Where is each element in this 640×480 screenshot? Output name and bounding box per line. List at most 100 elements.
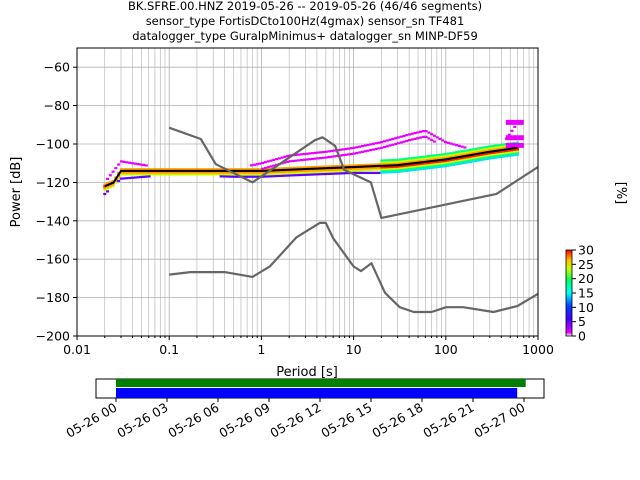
ppsd-cell [166, 173, 170, 176]
ppsd-cell [297, 159, 301, 162]
ppsd-cell [155, 168, 159, 171]
ppsd-cell [352, 146, 356, 149]
ppsd-cell [117, 163, 121, 166]
ppsd-cell [180, 168, 184, 171]
ppsd-cell [413, 167, 417, 170]
ppsd-cell [435, 154, 439, 157]
ppsd-cell [421, 135, 425, 138]
ppsd-cell [516, 148, 520, 151]
timeline-tick-label: 05-26 00 [63, 400, 119, 441]
ppsd-cell [371, 142, 375, 145]
ppsd-cell [504, 151, 508, 154]
ppsd-cell [407, 167, 411, 170]
ppsd-cell [482, 147, 486, 151]
ppsd-cell [172, 173, 176, 176]
ppsd-cell [258, 171, 262, 174]
ppsd-cell [308, 166, 312, 169]
ppsd-cell [421, 130, 425, 133]
ppsd-cell [496, 152, 500, 155]
ppsd-cell [250, 168, 254, 171]
ppsd-cell [319, 165, 323, 168]
ppsd-cell [449, 152, 453, 155]
ppsd-cell [283, 161, 287, 164]
ppsd-cell [358, 145, 362, 148]
ppsd-cell [108, 184, 112, 187]
ppsd-cell [106, 182, 110, 185]
ppsd-cell [158, 171, 162, 174]
ppsd-cell [347, 147, 351, 150]
ppsd-cell [446, 152, 450, 155]
ppsd-cell [419, 168, 423, 171]
ppsd-cell [128, 176, 132, 180]
colorbar-tick-label: 20 [578, 271, 594, 286]
ppsd-cell [499, 150, 503, 153]
ppsd-cell [266, 167, 270, 171]
ppsd-cell [449, 155, 453, 158]
ppsd-cell [333, 165, 337, 168]
ppsd-cell [421, 164, 425, 167]
ppsd-cell [283, 174, 287, 177]
ppsd-cell [263, 167, 267, 171]
ppsd-cell [363, 167, 367, 170]
ppsd-cell [396, 162, 400, 165]
ppsd-cell [405, 159, 409, 162]
ppsd-cell [252, 168, 256, 171]
ppsd-cell [388, 160, 392, 163]
ppsd-cell [322, 170, 326, 173]
ppsd-cell [383, 166, 387, 169]
title-line-2: sensor_type FortisDCto100Hz(4gmax) senso… [146, 14, 465, 28]
ppsd-cell [383, 169, 387, 172]
ppsd-cell [444, 140, 448, 144]
ppsd-cell [341, 154, 345, 157]
ppsd-cell [399, 166, 403, 170]
ppsd-cell [380, 171, 384, 174]
ppsd-cell [117, 177, 121, 180]
ppsd-cell [236, 175, 240, 178]
ppsd-cell [186, 173, 190, 176]
ppsd-cell [488, 147, 492, 150]
ppsd-cell [444, 154, 448, 157]
ppsd-cell [385, 159, 389, 162]
ppsd-cell [410, 163, 414, 167]
ppsd-cell [360, 145, 364, 148]
ppsd-cell [399, 160, 403, 163]
ppsd-cell [438, 153, 442, 156]
ppsd-cell [446, 164, 450, 167]
ppsd-cell [286, 172, 290, 175]
ppsd-cell [413, 158, 417, 161]
ppsd-cell [452, 161, 456, 165]
ppsd-cell [477, 159, 481, 162]
ppsd-cell [142, 175, 146, 178]
ppsd-cell [355, 164, 359, 167]
timeline-tick-label: 05-26 12 [267, 400, 323, 441]
ppsd-cell [510, 154, 514, 157]
ppsd-cell [496, 144, 500, 147]
ppsd-cell [133, 171, 137, 174]
ppsd-cell [153, 173, 157, 176]
ppsd-cell [161, 168, 165, 171]
ppsd-cell [277, 167, 281, 170]
ppsd-cell [316, 151, 320, 154]
ppsd-cell [275, 158, 279, 161]
ppsd-cell [449, 158, 453, 162]
ppsd-cell [108, 181, 112, 184]
ppsd-cell [316, 169, 320, 172]
ppsd-cell [407, 157, 411, 160]
ppsd-cell [136, 168, 140, 171]
ppsd-cell [330, 170, 334, 173]
ppsd-cell [471, 158, 475, 161]
ppsd-cell [482, 154, 486, 158]
ppsd-cell [222, 175, 226, 178]
ppsd-cell [122, 168, 126, 171]
ppsd-cell [424, 167, 428, 170]
ppsd-cell [493, 147, 497, 151]
ppsd-cell [405, 164, 409, 167]
ppsd-cell [150, 168, 154, 171]
ppsd-cell [477, 154, 481, 157]
plot-area [77, 48, 538, 336]
ppsd-cell [316, 165, 320, 168]
ppsd-cell [130, 176, 134, 179]
ppsd-cell [219, 168, 223, 171]
ppsd-cell [474, 156, 478, 159]
